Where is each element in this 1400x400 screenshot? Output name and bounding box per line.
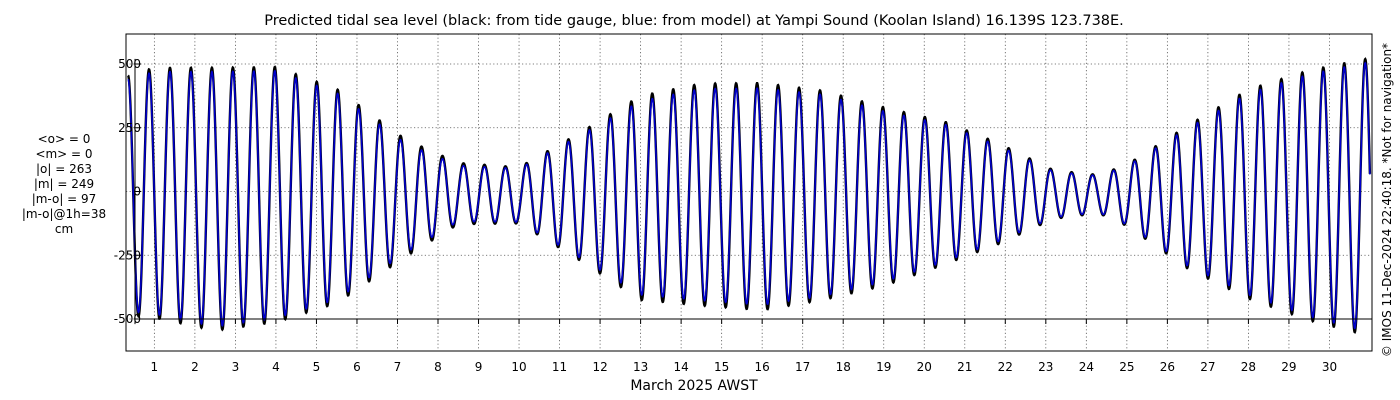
- stat-line-1: <m> = 0: [35, 147, 92, 161]
- x-tick-label-11: 11: [552, 360, 567, 374]
- stat-line-5: |m-o|@1h=38: [22, 207, 106, 221]
- stats-panel: <o> = 0<m> = 0|o| = 263|m| = 249|m-o| = …: [22, 132, 106, 236]
- x-tick-label-17: 17: [795, 360, 810, 374]
- x-tick-label-7: 7: [394, 360, 402, 374]
- x-tick-label-14: 14: [673, 360, 688, 374]
- x-tick-label-8: 8: [434, 360, 442, 374]
- chart-title: Predicted tidal sea level (black: from t…: [264, 13, 1124, 29]
- stat-line-4: |m-o| = 97: [32, 192, 97, 206]
- x-tick-label-6: 6: [353, 360, 361, 374]
- x-tick-label-18: 18: [836, 360, 851, 374]
- series-layer: [127, 57, 1372, 334]
- x-tick-label-2: 2: [191, 360, 199, 374]
- stat-line-6: cm: [55, 222, 73, 236]
- x-tick-label-30: 30: [1322, 360, 1337, 374]
- stat-line-0: <o> = 0: [38, 132, 91, 146]
- x-tick-label-19: 19: [876, 360, 891, 374]
- x-tick-label-20: 20: [917, 360, 932, 374]
- x-tick-label-28: 28: [1241, 360, 1256, 374]
- x-tick-label-12: 12: [592, 360, 607, 374]
- x-tick-label-25: 25: [1119, 360, 1134, 374]
- grid-lines: [126, 34, 1372, 351]
- x-tick-label-10: 10: [511, 360, 526, 374]
- x-tick-label-9: 9: [475, 360, 483, 374]
- y-tick-label--500: -500: [114, 312, 141, 326]
- x-tick-label-4: 4: [272, 360, 280, 374]
- copyright-note: © IMOS 11-Dec-2024 22:40:18. *Not for na…: [1380, 43, 1394, 357]
- x-tick-label-21: 21: [957, 360, 972, 374]
- x-tick-label-22: 22: [998, 360, 1013, 374]
- x-tick-label-24: 24: [1079, 360, 1094, 374]
- stat-line-3: |m| = 249: [34, 177, 94, 191]
- x-tick-label-1: 1: [151, 360, 159, 374]
- x-tick-label-5: 5: [313, 360, 321, 374]
- x-tick-label-27: 27: [1200, 360, 1215, 374]
- series-line-model: [127, 61, 1371, 330]
- plot-frame: [125, 33, 1373, 352]
- x-axis-label: March 2025 AWST: [630, 378, 758, 394]
- y-tick-label--250: -250: [114, 248, 141, 262]
- x-tick-label-26: 26: [1160, 360, 1175, 374]
- y-tick-label-250: 250: [118, 121, 141, 135]
- x-tick-label-16: 16: [755, 360, 770, 374]
- x-tick-label-15: 15: [714, 360, 729, 374]
- y-tick-label-0: 0: [133, 185, 141, 199]
- stat-line-2: |o| = 263: [36, 162, 92, 176]
- y-tick-label-500: 500: [118, 57, 141, 71]
- x-tick-label-29: 29: [1281, 360, 1296, 374]
- x-tick-label-3: 3: [232, 360, 240, 374]
- x-tick-label-23: 23: [1038, 360, 1053, 374]
- x-tick-label-13: 13: [633, 360, 648, 374]
